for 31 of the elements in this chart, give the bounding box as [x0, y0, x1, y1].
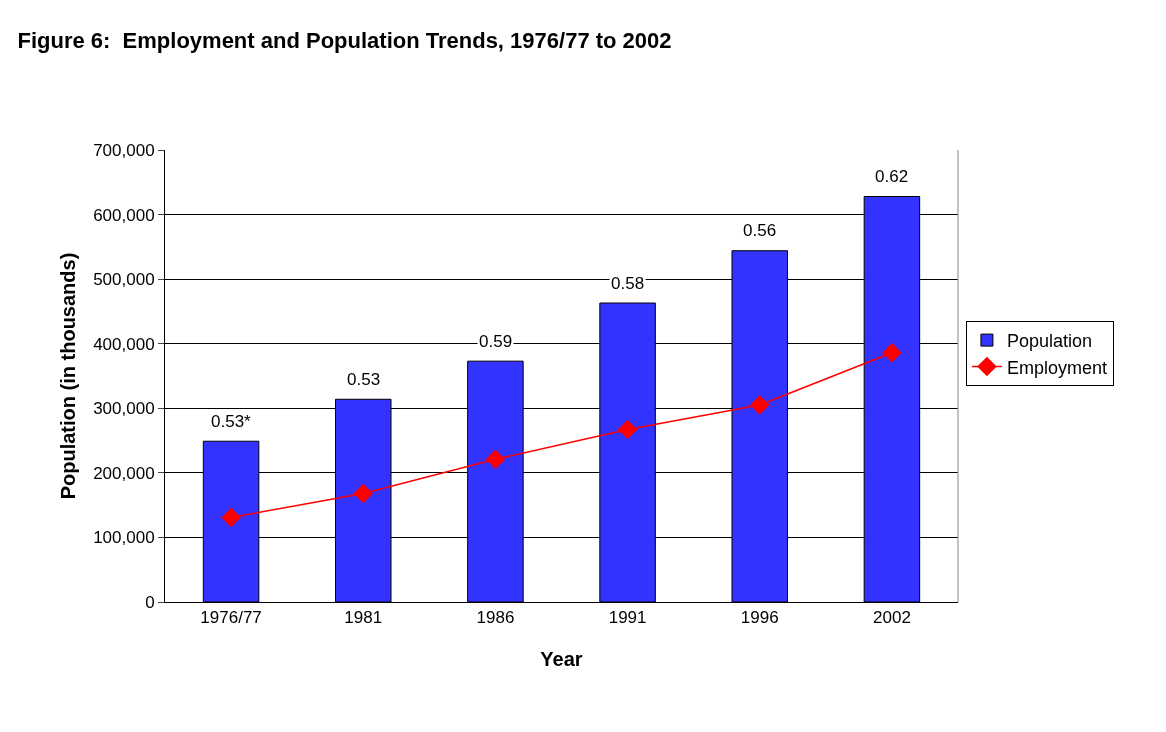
- y-tick-label: 500,000: [93, 270, 155, 290]
- x-axis-title: Year: [540, 647, 583, 670]
- y-tick-label: 200,000: [93, 463, 155, 483]
- x-tick-label: 1976/77: [200, 608, 262, 628]
- y-tick-label: 400,000: [93, 334, 155, 354]
- point: [617, 419, 638, 440]
- annotation: 0.58: [611, 274, 645, 293]
- legend-label: Employment: [1006, 357, 1107, 378]
- x-tick-label: 1996: [740, 608, 779, 628]
- y-axis-title: Population (in thousands): [56, 252, 79, 500]
- y-tick-label: 700,000: [93, 140, 155, 160]
- point: [485, 449, 506, 470]
- y-tick-label: 300,000: [93, 399, 155, 419]
- annotation: 0.53: [347, 370, 381, 389]
- point: [750, 395, 770, 415]
- point: [353, 483, 373, 504]
- y-tick-label: 0: [145, 592, 155, 612]
- legend-label: Population: [1006, 331, 1093, 352]
- annotation: 0.62: [875, 167, 909, 186]
- annotation: 0.59: [479, 332, 513, 351]
- y-tick-label: 600,000: [93, 205, 155, 225]
- x-tick-label: 1991: [608, 608, 647, 628]
- point: [882, 343, 902, 363]
- x-tick-label: 1986: [476, 608, 515, 628]
- y-tick-label: 100,000: [93, 528, 155, 548]
- annotation: 0.56: [743, 221, 777, 240]
- point: [221, 507, 241, 528]
- annotation: 0.53*: [211, 412, 252, 431]
- x-tick-label: 1981: [344, 608, 383, 628]
- chart-title: Figure 6: Employment and Population Trends, 1976/77 to 2002: [17, 28, 672, 54]
- x-tick-label: 2002: [873, 608, 911, 628]
